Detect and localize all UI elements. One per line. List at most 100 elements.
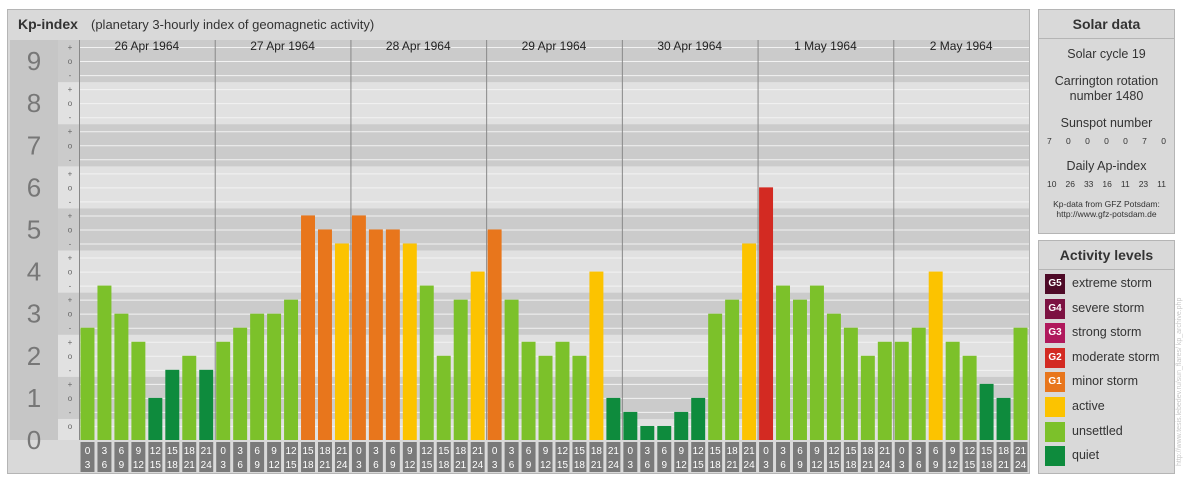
time-tick-box <box>928 442 943 472</box>
time-tick-end: 9 <box>119 460 125 471</box>
time-tick-end: 15 <box>693 460 705 471</box>
kp-bar <box>521 341 536 440</box>
title-bar: Kp-index (planetary 3-hourly index of ge… <box>8 10 1029 38</box>
y-minor-label: - <box>69 366 72 375</box>
carrington-line1: Carrington rotation <box>1054 74 1159 88</box>
kp-bar <box>97 285 112 440</box>
time-tick-start: 12 <box>693 446 705 457</box>
y-minor-label: o <box>68 99 73 108</box>
time-tick-start: 9 <box>136 446 142 457</box>
time-tick-start: 0 <box>356 446 362 457</box>
time-tick-start: 15 <box>845 446 857 457</box>
time-tick-end: 6 <box>780 460 786 471</box>
time-tick-box <box>250 442 265 472</box>
kp-bar <box>945 341 960 440</box>
time-tick-start: 6 <box>119 446 125 457</box>
kp-bar <box>911 327 926 440</box>
sunspot-value: 0 <box>1123 136 1128 146</box>
kp-bar <box>860 355 875 440</box>
ap-value: 26 <box>1065 179 1075 189</box>
legend-label: moderate storm <box>1072 349 1160 364</box>
legend-item: G1 minor storm <box>1045 372 1170 393</box>
time-tick-start: 12 <box>421 446 433 457</box>
time-tick-box <box>623 442 638 472</box>
sunspot-value: 0 <box>1066 136 1071 146</box>
y-tick-label: 2 <box>27 341 41 371</box>
kp-bar <box>453 299 468 440</box>
activity-levels-panel: Activity levels G5 extreme storm G4 severe … <box>1038 240 1175 474</box>
time-tick-end: 18 <box>981 460 993 471</box>
time-tick-start: 3 <box>237 446 243 457</box>
time-tick-box <box>962 442 977 472</box>
time-tick-start: 6 <box>661 446 667 457</box>
kp-bar <box>538 355 553 440</box>
legend-label: strong storm <box>1072 325 1142 340</box>
legend-label: quiet <box>1072 448 1100 463</box>
time-tick-box <box>674 442 689 472</box>
time-tick-end: 12 <box>133 460 145 471</box>
time-tick-box <box>436 442 451 472</box>
time-tick-start: 9 <box>543 446 549 457</box>
solar-data-panel: Solar data Solar cycle 19 Carrington rot… <box>1038 9 1175 234</box>
time-tick-end: 3 <box>85 460 91 471</box>
time-tick-box <box>725 442 740 472</box>
y-tick-label: 9 <box>27 46 41 76</box>
kp-bar <box>979 383 994 440</box>
time-tick-end: 9 <box>661 460 667 471</box>
time-tick-start: 6 <box>933 446 939 457</box>
legend-swatch: G5 <box>1045 274 1065 294</box>
time-tick-start: 0 <box>763 446 769 457</box>
kp-bar <box>725 299 740 440</box>
kp-bar <box>572 355 587 440</box>
time-tick-end: 12 <box>404 460 416 471</box>
day-label: 26 Apr 1964 <box>114 39 179 53</box>
time-tick-box <box>1013 442 1028 472</box>
time-tick-end: 15 <box>828 460 840 471</box>
y-minor-label: o <box>68 183 73 192</box>
sunspot-value: 0 <box>1104 136 1109 146</box>
time-tick-end: 6 <box>373 460 379 471</box>
time-tick-end: 3 <box>356 460 362 471</box>
legend-swatch: G4 <box>1045 298 1065 319</box>
legend-label: extreme storm <box>1072 276 1152 290</box>
time-tick-start: 9 <box>950 446 956 457</box>
time-tick-box <box>742 442 757 472</box>
legend-item: G4 severe storm <box>1045 298 1170 319</box>
day-label: 30 Apr 1964 <box>657 39 722 53</box>
y-minor-label: o <box>68 310 73 319</box>
time-tick-box <box>640 442 655 472</box>
time-tick-box <box>708 442 723 472</box>
ap-value: 10 <box>1047 179 1057 189</box>
time-tick-box <box>860 442 875 472</box>
time-tick-end: 6 <box>645 460 651 471</box>
y-minor-label: o <box>68 422 73 431</box>
y-minor-label: - <box>69 155 72 164</box>
kp-bar <box>657 425 672 440</box>
day-label: 27 Apr 1964 <box>250 39 315 53</box>
time-tick-box <box>996 442 1011 472</box>
source-watermark: http://www.tesis.lebedev.ru/sun_flares/ … <box>1176 297 1183 466</box>
time-tick-end: 9 <box>526 460 532 471</box>
time-tick-end: 21 <box>591 460 603 471</box>
time-tick-start: 21 <box>1015 446 1027 457</box>
kp-bar <box>368 229 383 440</box>
kp-bar <box>385 229 400 440</box>
time-tick-end: 24 <box>472 460 484 471</box>
y-minor-label: - <box>69 282 72 291</box>
time-tick-start: 9 <box>678 446 684 457</box>
sunspot-value: 0 <box>1161 136 1166 146</box>
time-tick-end: 24 <box>201 460 213 471</box>
time-tick-start: 21 <box>608 446 620 457</box>
time-tick-start: 15 <box>981 446 993 457</box>
time-tick-box <box>606 442 621 472</box>
credit-link[interactable]: http://www.gfz-potsdam.de <box>1056 209 1157 219</box>
kp-bar <box>80 327 95 440</box>
time-tick-box <box>419 442 434 472</box>
kp-bar <box>470 271 485 440</box>
ap-value: 16 <box>1102 179 1112 189</box>
time-tick-end: 15 <box>150 460 162 471</box>
y-minor-label: - <box>69 197 72 206</box>
kp-bar <box>962 355 977 440</box>
y-tick-label: 5 <box>27 214 41 244</box>
time-tick-end: 18 <box>574 460 586 471</box>
